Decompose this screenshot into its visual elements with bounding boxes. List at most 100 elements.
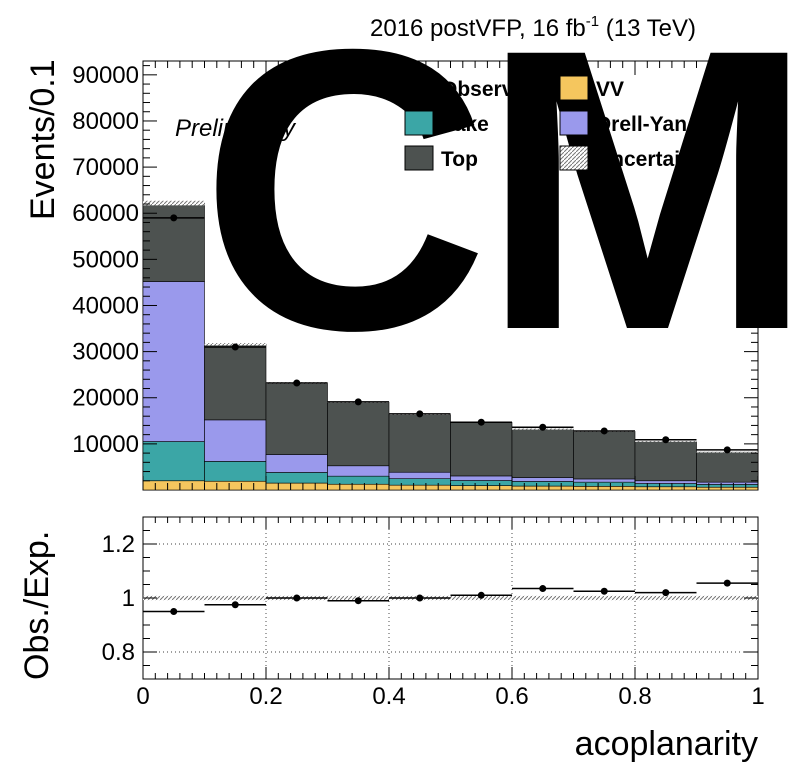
ratio-uncertainty-bin-1 <box>204 595 266 601</box>
bar-vv-7 <box>573 486 636 491</box>
y-tick-label: 70000 <box>72 154 139 181</box>
y-tick-label: 10000 <box>72 431 139 458</box>
observed-point-3 <box>354 398 362 406</box>
ratio-point-3 <box>354 597 362 605</box>
bar-drell-yan-5 <box>450 475 513 481</box>
ratio-y-tick-label: 0.8 <box>102 639 135 666</box>
legend-swatch-drell-yan <box>559 110 589 136</box>
legend: Observed VV Fake Drell-Yan Top Uncertainty <box>404 75 712 171</box>
header-lumi: 2016 postVFP, 16 fb-1 (13 TeV) <box>370 13 696 42</box>
bar-vv-2 <box>265 482 328 491</box>
bar-top-3 <box>327 401 390 467</box>
bar-fake-4 <box>388 478 451 486</box>
cms-logo: CMS <box>200 0 798 413</box>
bar-drell-yan-2 <box>265 454 328 473</box>
main-y-ticks: 10000 20000 30000 40000 50000 60000 70000 80000… <box>72 62 758 482</box>
bar-vv-6 <box>511 485 574 491</box>
y-tick-label: 60000 <box>72 200 139 227</box>
bar-drell-yan-7 <box>573 478 636 483</box>
bar-fake-3 <box>327 475 390 485</box>
bar-fake-8 <box>634 483 697 488</box>
bar-drell-yan-9 <box>696 481 759 485</box>
ratio-y-tick-label: 1.2 <box>102 531 135 558</box>
y-tick-label: 30000 <box>72 339 139 366</box>
bar-fake-9 <box>696 484 759 488</box>
ratio-point-9 <box>723 579 731 587</box>
x-tick-label: 0.2 <box>249 683 282 710</box>
ratio-x-ticks: 0 0.2 0.4 0.6 0.8 1 <box>136 517 765 710</box>
ratio-uncertainty-bin-0 <box>143 595 205 601</box>
bar-drell-yan-4 <box>388 471 451 479</box>
ratio-point-7 <box>600 587 608 595</box>
legend-label-observed: Observed <box>441 78 538 101</box>
ratio-y-ticks: 0.8 1 1.2 <box>102 530 758 666</box>
bar-top-4 <box>388 414 451 473</box>
bar-drell-yan-8 <box>634 480 697 484</box>
observed-point-2 <box>293 379 301 387</box>
legend-swatch-uncertainty <box>559 145 589 171</box>
observed-point-5 <box>477 418 485 426</box>
bar-top-6 <box>511 428 574 478</box>
y-tick-label: 20000 <box>72 385 139 412</box>
uncertainty-bin-0 <box>143 200 205 206</box>
bar-drell-yan-3 <box>327 465 390 477</box>
legend-label-drell-yan: Drell-Yan <box>596 113 687 136</box>
bar-drell-yan-1 <box>204 419 267 462</box>
header-main: 2016 postVFP, 16 fb <box>370 15 586 42</box>
ratio-point-0 <box>170 608 178 615</box>
bar-drell-yan-6 <box>511 477 574 482</box>
y-tick-label: 50000 <box>72 246 139 273</box>
legend-label-fake: Fake <box>441 113 489 136</box>
x-axis-title: acoplanarity <box>575 725 758 763</box>
bar-vv-4 <box>388 484 451 491</box>
legend-swatch-fake <box>404 110 434 136</box>
bar-fake-6 <box>511 481 574 487</box>
bar-top-8 <box>634 441 697 482</box>
ratio-uncertainty-bin-6 <box>512 595 574 601</box>
bar-fake-7 <box>573 481 636 487</box>
legend-swatch-top <box>404 145 434 171</box>
ratio-uncertainty-bin-8 <box>635 595 697 601</box>
ratio-points <box>143 579 758 615</box>
x-tick-label: 0.4 <box>372 683 405 710</box>
ratio-point-6 <box>539 585 547 593</box>
bar-fake-2 <box>265 472 328 484</box>
main-observed-points <box>143 214 758 454</box>
preliminary-label: Preliminary <box>175 115 297 142</box>
ratio-point-2 <box>293 594 301 602</box>
ratio-point-5 <box>477 591 485 599</box>
ratio-point-1 <box>231 601 239 609</box>
header-superscript: -1 <box>586 13 599 30</box>
ratio-y-axis-title: Obs./Exp. <box>18 531 56 680</box>
y-axis-title: Events/0.1 <box>24 59 62 220</box>
legend-swatch-vv <box>559 75 589 101</box>
observed-point-7 <box>600 427 608 435</box>
bar-vv-8 <box>634 486 697 491</box>
observed-point-0 <box>170 214 178 222</box>
x-tick-label: 0.8 <box>618 683 651 710</box>
observed-point-9 <box>723 446 731 454</box>
main-x-ticks <box>142 61 759 490</box>
ratio-y-tick-label: 1 <box>122 585 135 612</box>
x-tick-label: 1 <box>751 683 764 710</box>
bar-vv-1 <box>204 480 267 491</box>
observed-point-4 <box>416 410 424 418</box>
x-tick-label: 0 <box>136 683 149 710</box>
observed-point-1 <box>231 343 239 351</box>
bar-vv-5 <box>450 485 513 491</box>
ratio-point-8 <box>662 589 670 597</box>
bar-vv-9 <box>696 486 759 491</box>
observed-point-6 <box>539 423 547 431</box>
bar-drell-yan-0 <box>142 281 205 442</box>
header-suffix: (13 TeV) <box>599 15 696 42</box>
x-tick-label: 0.6 <box>495 683 528 710</box>
main-bars <box>142 202 759 491</box>
ratio-uncertainty-bin-9 <box>696 595 758 601</box>
y-tick-label: 90000 <box>72 62 139 89</box>
bar-vv-0 <box>142 480 205 491</box>
bar-fake-5 <box>450 480 513 486</box>
bar-fake-1 <box>204 461 267 482</box>
y-tick-label: 40000 <box>72 292 139 319</box>
